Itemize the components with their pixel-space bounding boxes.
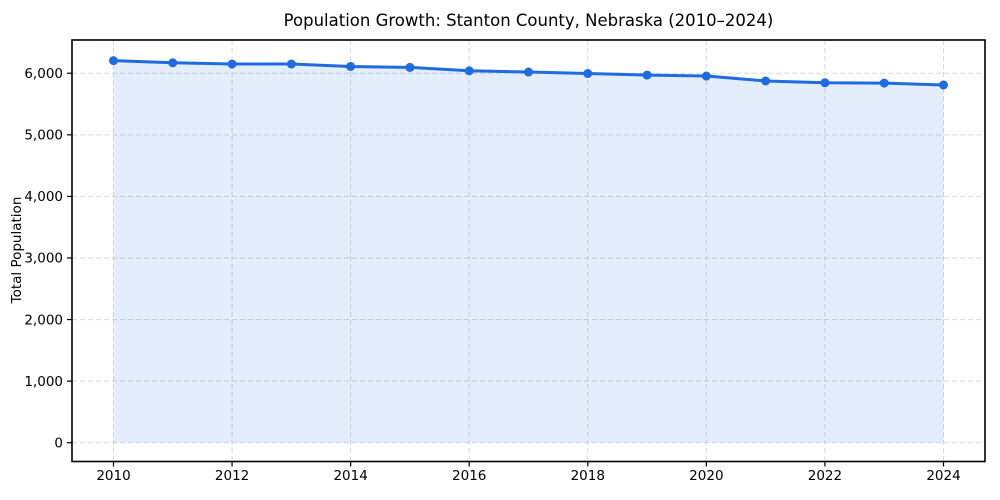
data-point-marker [879, 78, 889, 88]
x-tick-label: 2010 [96, 468, 130, 484]
data-point-marker [109, 56, 118, 66]
data-point-marker [939, 80, 948, 90]
data-point-marker [820, 78, 830, 88]
data-point-marker [405, 62, 415, 72]
data-point-marker [286, 59, 296, 69]
y-tick-label: 0 [54, 435, 63, 451]
x-tick-label: 2024 [926, 468, 960, 484]
chart-title: Population Growth: Stanton County, Nebra… [283, 11, 774, 30]
y-tick-label: 1,000 [24, 374, 63, 390]
x-tick-label: 2016 [452, 468, 486, 484]
y-axis-title: Total Population [9, 196, 25, 304]
x-tick-label: 2014 [333, 468, 367, 484]
x-tick-label: 2022 [808, 468, 842, 484]
y-tick-label: 5,000 [24, 128, 63, 144]
data-point-marker [761, 76, 771, 86]
x-tick-label: 2012 [215, 468, 249, 484]
data-point-marker [168, 58, 178, 68]
y-tick-label: 6,000 [24, 66, 63, 82]
plot-background [72, 40, 985, 462]
x-tick-label: 2018 [571, 468, 605, 484]
data-point-marker [346, 61, 356, 71]
x-tick-label: 2020 [689, 468, 723, 484]
data-point-marker [524, 67, 533, 77]
data-point-marker [464, 66, 474, 76]
y-tick-label: 3,000 [24, 251, 63, 267]
data-point-marker [227, 59, 237, 69]
plot-border [71, 39, 986, 463]
area-fill [113, 60, 944, 443]
data-point-marker [583, 69, 593, 79]
y-tick-label: 2,000 [24, 312, 63, 328]
data-point-marker [642, 70, 652, 80]
data-point-marker [701, 71, 711, 81]
y-tick-label: 4,000 [24, 189, 63, 205]
